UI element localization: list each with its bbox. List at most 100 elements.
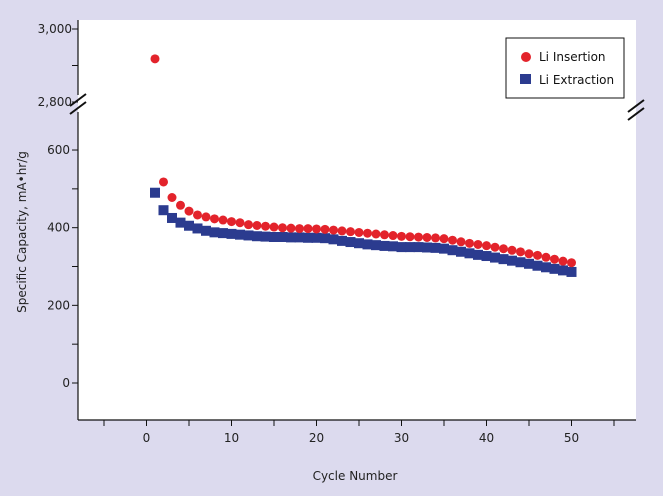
insertion-point	[541, 252, 551, 262]
insertion-point	[431, 233, 440, 243]
insertion-point	[252, 220, 262, 230]
legend-box	[505, 37, 625, 99]
insertion-point	[303, 224, 313, 234]
y-tick-label: 600	[47, 143, 70, 157]
extraction-point	[150, 187, 160, 198]
data-marks	[150, 54, 577, 277]
extraction-point	[473, 249, 483, 260]
extraction-point	[252, 231, 262, 242]
insertion-point	[448, 235, 457, 245]
extraction-point	[269, 231, 279, 242]
x-axis-title: Cycle Number	[313, 469, 398, 483]
y-tick-label-upper: 3,000	[38, 22, 72, 36]
extraction-point	[328, 234, 339, 245]
legend-extraction-marker	[520, 74, 531, 84]
insertion-point	[329, 225, 338, 235]
legend-insertion-marker	[521, 52, 531, 62]
axes	[69, 20, 645, 426]
x-tick-label: 50	[564, 431, 579, 445]
insertion-point	[320, 224, 330, 234]
extraction-point	[226, 228, 237, 239]
insertion-point	[397, 231, 406, 241]
y-axis-break-right	[627, 99, 645, 121]
extraction-point	[235, 229, 245, 240]
extraction-point	[481, 251, 492, 262]
extraction-point	[405, 242, 415, 253]
insertion-point	[184, 206, 194, 216]
insertion-point	[201, 212, 211, 222]
extraction-point	[515, 257, 526, 268]
extraction-point	[439, 243, 449, 254]
extraction-point	[260, 231, 271, 242]
x-tick-label: 30	[394, 431, 409, 445]
insertion-point	[550, 254, 559, 264]
legend-insertion-label: Li Insertion	[539, 50, 606, 64]
extraction-point	[201, 225, 211, 236]
insertion-point	[465, 238, 474, 248]
insertion-point	[363, 228, 372, 238]
extraction-point	[498, 254, 509, 265]
legend-extraction-label: Li Extraction	[539, 73, 614, 87]
insertion-point	[567, 258, 576, 268]
extraction-point	[320, 233, 330, 244]
extraction-point	[337, 235, 347, 246]
extraction-point	[277, 231, 288, 242]
y-tick-label: 200	[47, 298, 70, 312]
extraction-point	[345, 237, 356, 248]
insertion-point	[507, 245, 517, 255]
insertion-point	[269, 222, 279, 232]
insertion-point	[414, 232, 423, 242]
extraction-point	[354, 238, 364, 249]
y-tick-label: 400	[47, 221, 70, 235]
insertion-point	[499, 244, 508, 254]
insertion-point	[380, 230, 389, 240]
y-axis-title: Specific Capacity, mA•hr/g	[15, 151, 29, 313]
extraction-point	[430, 242, 441, 253]
insertion-point	[516, 247, 525, 257]
extraction-point	[192, 223, 203, 234]
extraction-point	[175, 217, 186, 228]
x-tick-label: 40	[479, 431, 494, 445]
insertion-point	[346, 227, 355, 237]
insertion-point	[405, 232, 415, 242]
insertion-point	[533, 250, 542, 260]
tick-labels: 0 10 20 30 40 50 0 200 400 600 2,800 3,000	[38, 22, 580, 445]
extraction-point	[362, 239, 373, 250]
extraction-point	[566, 266, 577, 277]
extraction-point	[243, 230, 254, 241]
extraction-point	[413, 242, 424, 253]
insertion-point	[261, 221, 270, 231]
extraction-point	[184, 220, 194, 231]
extraction-point	[532, 260, 543, 271]
y-tick-label-upper: 2,800	[38, 95, 72, 109]
insertion-point	[210, 214, 219, 224]
insertion-point	[482, 241, 491, 251]
extraction-point	[371, 240, 381, 251]
insertion-point	[286, 223, 296, 233]
extraction-point	[286, 232, 296, 243]
insertion-point	[167, 192, 177, 202]
insertion-point	[227, 217, 236, 227]
insertion-point	[150, 54, 160, 64]
insertion-point	[278, 223, 287, 233]
extraction-point	[541, 262, 551, 273]
extraction-point	[558, 265, 568, 276]
insertion-point	[235, 218, 245, 228]
insertion-point	[456, 237, 466, 247]
extraction-point	[294, 232, 305, 243]
insertion-point	[176, 200, 185, 210]
x-tick-label: 20	[309, 431, 324, 445]
insertion-point	[159, 177, 168, 187]
y-axis-break-left	[69, 93, 87, 115]
extraction-point	[379, 240, 390, 251]
insertion-point	[218, 215, 228, 225]
insertion-point	[354, 227, 364, 237]
insertion-point	[558, 256, 568, 266]
insertion-point	[524, 249, 534, 259]
extraction-point	[422, 242, 432, 253]
extraction-point	[507, 255, 517, 266]
extraction-point	[549, 263, 560, 274]
insertion-point	[388, 231, 398, 241]
extraction-point	[524, 258, 534, 269]
